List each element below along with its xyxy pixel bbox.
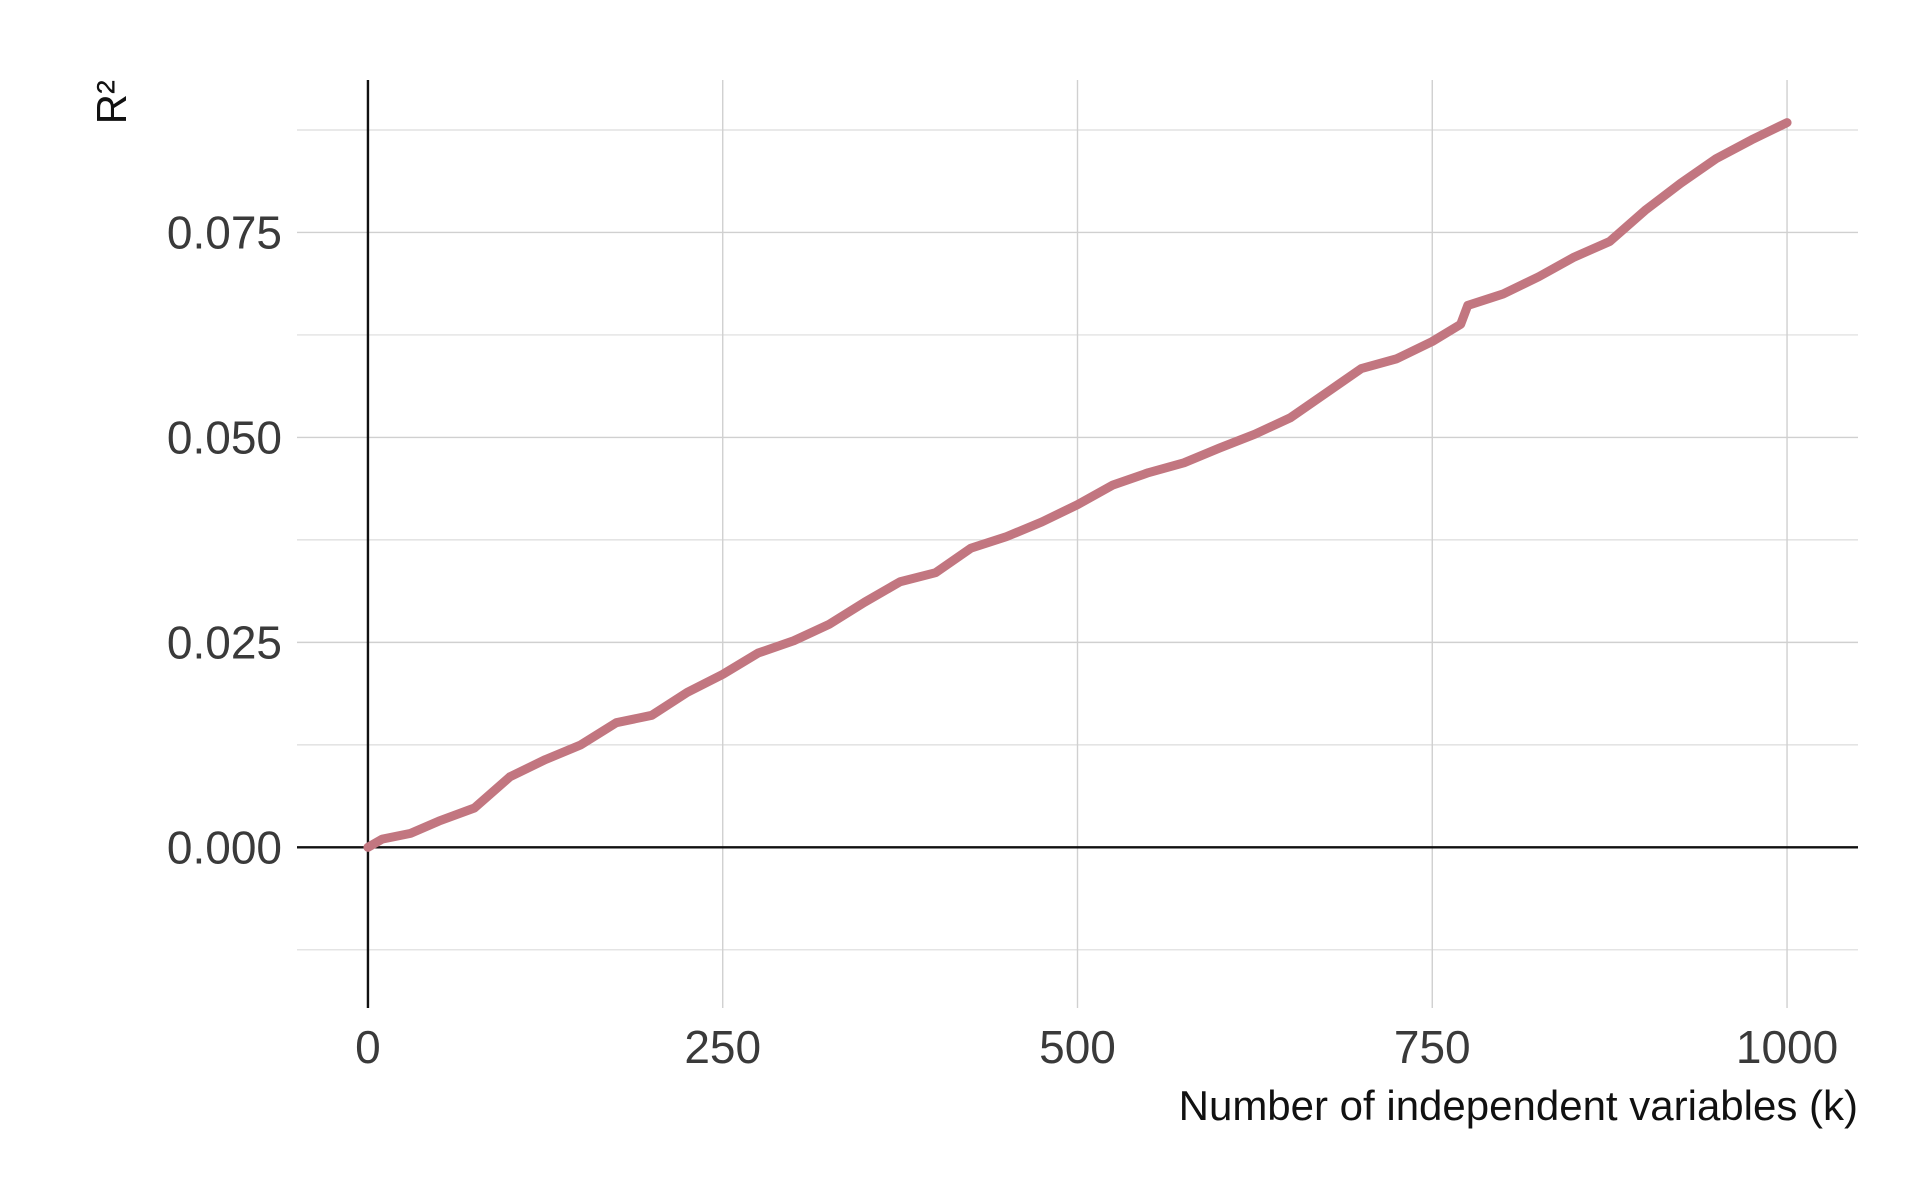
y-tick-label: 0.075 bbox=[167, 206, 282, 258]
x-tick-label: 1000 bbox=[1736, 1021, 1838, 1073]
data-line bbox=[363, 118, 1792, 852]
x-axis-label: Number of independent variables (k) bbox=[1179, 1082, 1858, 1129]
y-tick-label: 0.025 bbox=[167, 616, 282, 668]
x-tick-label: 250 bbox=[684, 1021, 761, 1073]
x-tick-label: 0 bbox=[355, 1021, 381, 1073]
x-tick-label: 500 bbox=[1039, 1021, 1116, 1073]
y-tick-label: 0.000 bbox=[167, 821, 282, 873]
y-axis-label: R² bbox=[88, 80, 135, 124]
x-tick-label: 750 bbox=[1394, 1021, 1471, 1073]
y-tick-label: 0.050 bbox=[167, 411, 282, 463]
